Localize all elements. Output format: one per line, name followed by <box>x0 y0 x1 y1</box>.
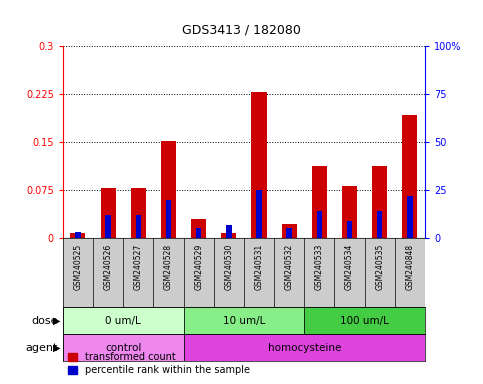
Bar <box>226 225 231 238</box>
Bar <box>184 307 304 334</box>
Bar <box>161 141 176 238</box>
Bar <box>402 115 417 238</box>
Bar <box>100 188 115 238</box>
Bar <box>282 224 297 238</box>
Text: GSM240530: GSM240530 <box>224 243 233 290</box>
Text: GSM240534: GSM240534 <box>345 243 354 290</box>
Bar <box>63 307 184 334</box>
Legend: transformed count, percentile rank within the sample: transformed count, percentile rank withi… <box>68 353 250 375</box>
Bar <box>252 92 267 238</box>
Text: 10 um/L: 10 um/L <box>223 316 265 326</box>
Bar <box>71 233 85 238</box>
Bar <box>347 221 352 238</box>
Bar <box>372 166 387 238</box>
Text: GSM240528: GSM240528 <box>164 243 173 290</box>
Bar <box>256 190 262 238</box>
Bar <box>131 188 146 238</box>
Text: ▶: ▶ <box>53 343 60 353</box>
Text: agent: agent <box>26 343 58 353</box>
Text: GSM240532: GSM240532 <box>284 243 294 290</box>
Text: GSM240525: GSM240525 <box>73 243 83 290</box>
Text: GSM240535: GSM240535 <box>375 243 384 290</box>
Text: GSM240533: GSM240533 <box>315 243 324 290</box>
Bar <box>221 233 236 238</box>
Text: 100 um/L: 100 um/L <box>340 316 389 326</box>
Bar <box>304 307 425 334</box>
Bar <box>317 211 322 238</box>
Text: GSM240529: GSM240529 <box>194 243 203 290</box>
Text: dose: dose <box>31 316 58 326</box>
Text: GSM240526: GSM240526 <box>103 243 113 290</box>
Text: 0 um/L: 0 um/L <box>105 316 141 326</box>
Text: homocysteine: homocysteine <box>268 343 341 353</box>
Text: GSM240531: GSM240531 <box>255 243 264 290</box>
Text: GDS3413 / 182080: GDS3413 / 182080 <box>182 23 301 36</box>
Bar <box>184 334 425 361</box>
Bar <box>286 228 292 238</box>
Text: GSM240527: GSM240527 <box>134 243 143 290</box>
Text: control: control <box>105 343 142 353</box>
Text: GSM240848: GSM240848 <box>405 243 414 290</box>
Bar <box>75 232 81 238</box>
Bar <box>63 334 184 361</box>
Bar <box>196 228 201 238</box>
Bar <box>105 215 111 238</box>
Bar <box>191 219 206 238</box>
Bar <box>166 200 171 238</box>
Text: ▶: ▶ <box>53 316 60 326</box>
Bar <box>136 215 141 238</box>
Bar <box>342 185 357 238</box>
Bar <box>377 211 383 238</box>
Bar <box>312 166 327 238</box>
Bar <box>407 196 412 238</box>
